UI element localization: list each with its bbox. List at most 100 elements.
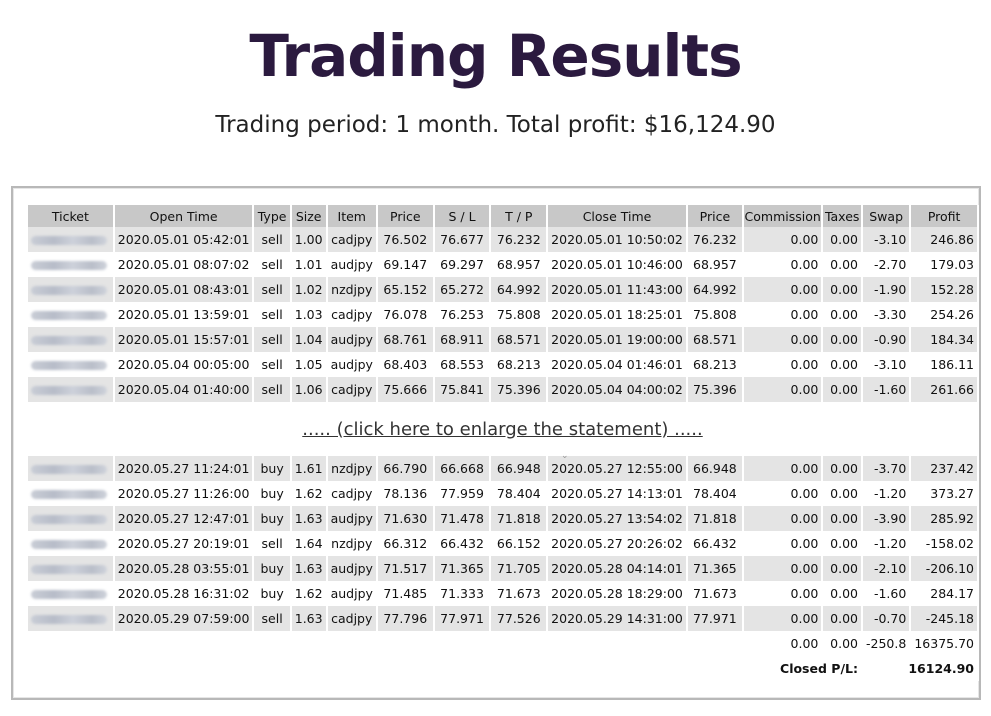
price-cell: 71.630 [377,506,435,531]
table-body-bottom: 2020.05.27 11:24:01 buy 1.61 nzdjpy 66.790 66… [28,456,979,631]
commission-cell: 0.00 [743,456,824,481]
price-cell: 71.485 [378,581,435,606]
ticket-cell [28,556,115,581]
ticket-cell [28,277,115,302]
ticket-cell [28,227,115,252]
item-cell: nzdjpy [327,277,378,302]
commission-cell: 0.00 [743,327,824,352]
swap-cell: -1.90 [862,277,912,302]
swap-cell: -3.10 [862,227,912,252]
price-cell: 78.136 [378,481,435,506]
open-time-cell: 2020.05.01 15:57:01 [114,327,255,352]
tp-cell: 77.526 [491,606,549,631]
tp-cell: 76.232 [491,227,549,252]
close-time-cell: 2020.05.27 13:54:02 [548,506,688,531]
taxes-cell: 0.00 [823,531,863,556]
open-time-cell: 2020.05.27 11:26:00 [115,481,255,506]
statement-image[interactable]: Ticket Open Time Type Size Item Price S … [11,186,981,700]
totals-row: 0.00 0.00 -250.8 16375.70 [28,631,979,656]
table-row: 2020.05.01 05:42:01 sell 1.00 cadjpy 76.502 7… [28,227,979,252]
tp-cell: 68.213 [491,352,549,377]
price-cell: 65.152 [377,277,435,302]
close-price-cell: 78.404 [688,481,744,506]
profit-cell: 284.17 [911,581,979,606]
close-price-cell: 68.213 [688,352,744,377]
swap-cell: -1.60 [862,377,912,402]
type-cell: sell [254,277,292,302]
sl-cell: 71.333 [435,581,492,606]
blurred-ticket-number [31,490,107,499]
close-time-cell: 2020.05.29 14:31:00 [548,606,688,631]
blurred-ticket-number [31,261,107,270]
blurred-ticket-number [31,540,107,549]
col-sl: S / L [434,205,492,227]
swap-cell: -0.90 [862,327,912,352]
sl-cell: 77.971 [434,606,492,631]
commission-cell: 0.00 [744,581,824,606]
col-swap: Swap [862,205,912,227]
open-time-cell: 2020.05.01 08:07:02 [115,252,255,277]
ticket-cell [28,506,115,531]
commission-cell: 0.00 [743,227,824,252]
taxes-cell: 0.00 [823,506,863,531]
item-cell: cadjpy [328,481,378,506]
swap-cell: -3.10 [863,352,912,377]
swap-cell: -2.70 [863,252,912,277]
close-time-cell: 2020.05.28 18:29:00 [548,581,688,606]
price-cell: 76.078 [378,302,435,327]
type-cell: sell [254,606,292,631]
blurred-ticket-number [31,386,107,395]
col-open-time: Open Time [114,205,255,227]
price-cell: 76.502 [377,227,435,252]
open-time-cell: 2020.05.01 13:59:01 [115,302,255,327]
profit-cell: -245.18 [911,606,979,631]
type-cell: sell [254,531,292,556]
item-cell: audjpy [327,556,378,581]
table-row: 2020.05.04 00:05:00 sell 1.05 audjpy 68.403 6… [28,352,979,377]
taxes-cell: 0.00 [823,481,863,506]
open-time-cell: 2020.05.28 16:31:02 [115,581,255,606]
type-cell: buy [254,456,292,481]
commission-cell: 0.00 [743,556,824,581]
tp-cell: 71.818 [491,506,549,531]
statement-table: Ticket Open Time Type Size Item Price S … [28,205,979,681]
col-taxes: Taxes [823,205,863,227]
commission-cell: 0.00 [743,606,824,631]
size-cell: 1.00 [291,227,328,252]
closed-pl-label: Closed P/L: [743,656,863,681]
type-cell: sell [254,227,292,252]
total-swap: -250.8 [862,631,912,656]
ticket-cell [28,581,115,606]
size-cell: 1.04 [291,327,328,352]
blurred-ticket-number [31,236,107,245]
price-cell: 77.796 [377,606,435,631]
blurred-ticket-number [31,515,107,524]
sl-cell: 76.253 [435,302,492,327]
tp-cell: 66.948 [491,456,549,481]
tp-cell: 68.571 [491,327,549,352]
table-row: 2020.05.04 01:40:00 sell 1.06 cadjpy 75.666 7… [28,377,979,402]
commission-cell: 0.00 [744,531,824,556]
size-cell: 1.03 [292,302,328,327]
price-cell: 69.147 [378,252,435,277]
table-header-row: Ticket Open Time Type Size Item Price S … [28,205,979,227]
swap-cell: -2.10 [862,556,912,581]
size-cell: 1.63 [291,606,328,631]
close-price-cell: 66.432 [688,531,744,556]
page-subtitle: Trading period: 1 month. Total profit: $… [215,112,776,138]
open-time-cell: 2020.05.27 20:19:01 [115,531,255,556]
blurred-ticket-number [31,286,107,295]
blurred-ticket-number [31,565,107,574]
col-tp: T / P [491,205,549,227]
close-price-cell: 66.948 [687,456,744,481]
enlarge-statement-link[interactable]: ..... (click here to enlarge the stateme… [302,418,703,440]
col-type: Type [254,205,292,227]
open-time-cell: 2020.05.28 03:55:01 [114,556,255,581]
profit-cell: -158.02 [911,531,979,556]
table-row: 2020.05.28 16:31:02 buy 1.62 audjpy 71.485 71… [28,581,979,606]
cursor-indicator: ⌄ [561,451,569,461]
profit-cell: 285.92 [911,506,979,531]
type-cell: buy [254,506,292,531]
swap-cell: -0.70 [862,606,912,631]
enlarge-row: ..... (click here to enlarge the stateme… [28,402,979,456]
